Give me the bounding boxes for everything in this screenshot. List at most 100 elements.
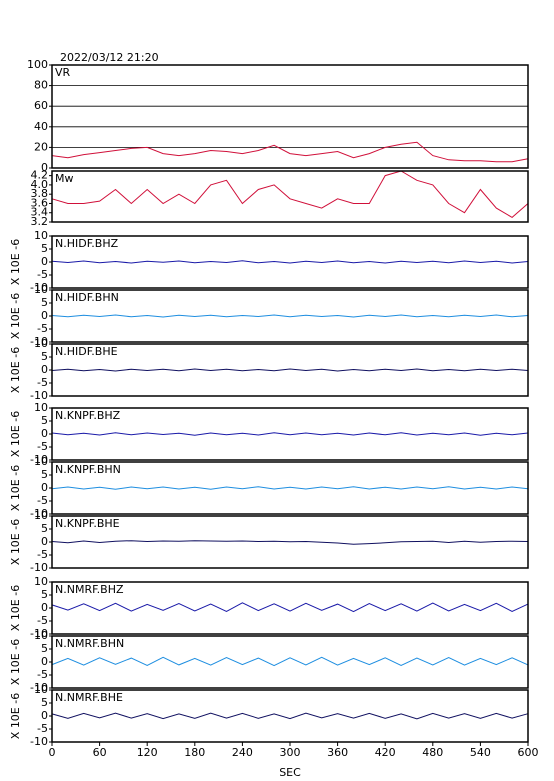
x-tick-label: 360	[327, 746, 348, 759]
y-tick-label: -5	[37, 376, 48, 389]
y-tick-label: 0	[41, 655, 48, 668]
data-line	[51, 260, 529, 264]
y-tick-label: -10	[30, 389, 48, 402]
y-tick-label: 0	[41, 709, 48, 722]
y-tick-label: 40	[34, 120, 48, 133]
y-tick-label: -5	[37, 722, 48, 735]
y-tick-label: 5	[41, 696, 48, 709]
y-tick-label: 10	[34, 509, 48, 522]
y-tick-label: -5	[37, 668, 48, 681]
panel-frame	[51, 407, 529, 461]
panel-frame	[51, 235, 529, 289]
data-line	[51, 540, 529, 545]
y-tick-label: 10	[34, 283, 48, 296]
panel-label: N.KNPF.BHN	[55, 463, 121, 476]
panel-frame	[51, 635, 529, 689]
x-tick-label: 600	[518, 746, 539, 759]
y-tick-label: 0	[41, 601, 48, 614]
panel-label: VR	[55, 66, 71, 79]
y-tick-label: -5	[37, 268, 48, 281]
x-tick-label: 60	[93, 746, 107, 759]
y-tick-label: 10	[34, 229, 48, 242]
y-tick-label: 0	[41, 481, 48, 494]
panel-frame	[51, 170, 529, 223]
y-axis-label: X 10E -6	[9, 465, 22, 511]
panel-label: N.NMRF.BHN	[55, 637, 124, 650]
y-tick-label: 80	[34, 79, 48, 92]
panel-label: N.HIDF.BHE	[55, 345, 118, 358]
y-tick-label: -10	[30, 507, 48, 520]
y-axis-label: X 10E -6	[9, 693, 22, 739]
y-tick-label: 0	[41, 535, 48, 548]
x-tick-label: 120	[137, 746, 158, 759]
panel-frame	[51, 64, 529, 169]
panel-frame	[51, 289, 529, 343]
panel-label: N.NMRF.BHE	[55, 691, 123, 704]
y-tick-label: 10	[34, 401, 48, 414]
y-tick-label: -10	[30, 281, 48, 294]
y-tick-label: -10	[30, 627, 48, 640]
panel-label: N.NMRF.BHZ	[55, 583, 124, 596]
chart-title: 2022/03/12 21:20	[60, 51, 159, 64]
y-tick-label: 4.2	[31, 169, 49, 182]
y-tick-label: 10	[34, 337, 48, 350]
y-axis-label: X 10E -6	[9, 347, 22, 393]
data-line	[51, 314, 529, 318]
y-tick-label: 5	[41, 468, 48, 481]
x-tick-label: 300	[280, 746, 301, 759]
y-tick-label: -5	[37, 322, 48, 335]
y-tick-label: -5	[37, 614, 48, 627]
y-axis-label: X 10E -6	[9, 411, 22, 457]
y-tick-label: 5	[41, 350, 48, 363]
data-line	[51, 656, 529, 667]
y-axis-label: X 10E -6	[9, 293, 22, 339]
data-line	[51, 141, 529, 163]
x-tick-label: 180	[184, 746, 205, 759]
x-tick-label: 540	[470, 746, 491, 759]
y-tick-label: 3.2	[31, 215, 49, 228]
panel-label: N.KNPF.BHZ	[55, 409, 121, 422]
y-tick-label: 5	[41, 588, 48, 601]
panel-frame	[51, 343, 529, 397]
y-tick-label: 3.4	[31, 206, 49, 219]
y-tick-label: 5	[41, 242, 48, 255]
panel-frame	[51, 515, 529, 569]
data-line	[51, 712, 529, 720]
y-tick-label: -5	[37, 494, 48, 507]
y-tick-label: 60	[34, 99, 48, 112]
y-tick-label: 5	[41, 296, 48, 309]
x-tick-label: 420	[375, 746, 396, 759]
y-tick-label: 100	[27, 58, 48, 71]
x-tick-label: 480	[422, 746, 443, 759]
data-line	[51, 432, 529, 436]
x-tick-label: 0	[49, 746, 56, 759]
y-tick-label: 20	[34, 140, 48, 153]
panel-label: N.KNPF.BHE	[55, 517, 120, 530]
y-tick-label: -10	[30, 453, 48, 466]
y-tick-label: 10	[34, 683, 48, 696]
y-tick-label: 0	[41, 161, 48, 174]
y-axis-label: X 10E -6	[9, 239, 22, 285]
y-tick-label: 4.0	[31, 178, 49, 191]
y-tick-label: 0	[41, 363, 48, 376]
data-line	[51, 486, 529, 490]
y-tick-label: 3.6	[31, 196, 49, 209]
panel-label: Mw	[55, 172, 74, 185]
y-tick-label: 3.8	[31, 187, 49, 200]
y-tick-label: -5	[37, 548, 48, 561]
y-axis-label: X 10E -6	[9, 585, 22, 631]
data-line	[51, 368, 529, 372]
y-tick-label: -10	[30, 335, 48, 348]
y-tick-label: 0	[41, 427, 48, 440]
y-tick-label: -5	[37, 440, 48, 453]
panel-label: N.HIDF.BHZ	[55, 237, 119, 250]
y-tick-label: 10	[34, 455, 48, 468]
x-tick-label: 240	[232, 746, 253, 759]
y-tick-label: 5	[41, 522, 48, 535]
y-tick-label: -10	[30, 681, 48, 694]
y-tick-label: 5	[41, 642, 48, 655]
y-axis-label: X 10E -6	[9, 519, 22, 565]
panel-label: N.HIDF.BHN	[55, 291, 119, 304]
